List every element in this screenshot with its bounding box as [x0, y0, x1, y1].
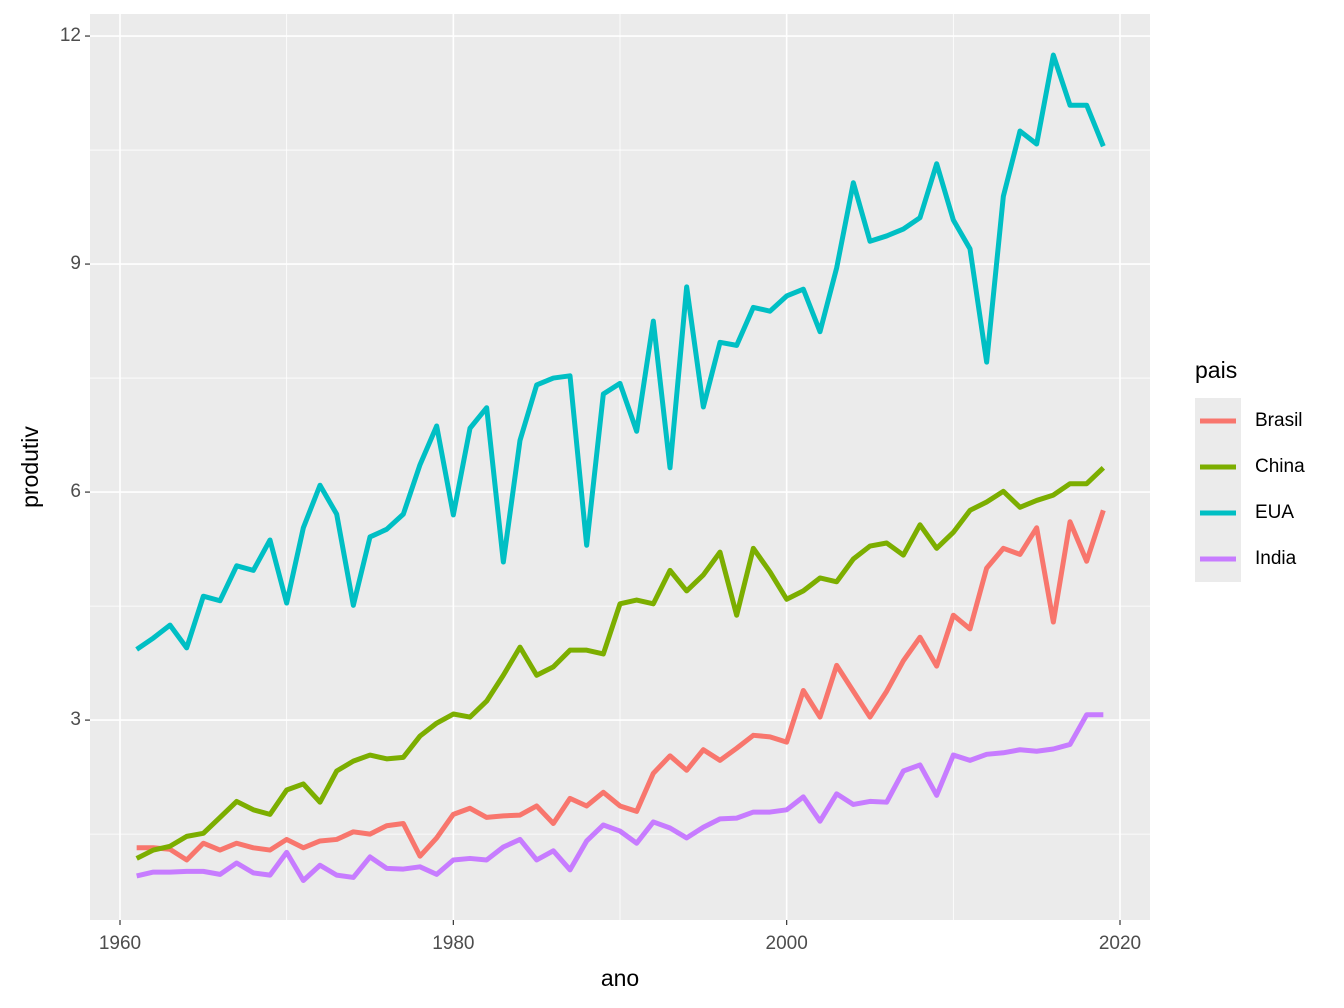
x-axis-title: ano — [601, 965, 639, 991]
line — [136, 509, 1106, 863]
legend-label: India — [1255, 548, 1297, 569]
x-tick-label: 2000 — [766, 933, 808, 954]
legend-label: Brasil — [1255, 410, 1303, 431]
legend-label: China — [1255, 456, 1305, 477]
x-tick-label: 2020 — [1099, 933, 1141, 954]
y-tick-label: 3 — [70, 709, 81, 730]
line — [135, 465, 1106, 861]
y-tick-label: 6 — [70, 481, 81, 502]
legend-title: pais — [1195, 357, 1237, 383]
y-axis-title: produtiv — [17, 426, 43, 508]
y-tick-label: 12 — [60, 25, 81, 46]
x-tick-label: 1980 — [432, 933, 474, 954]
x-tick-label: 1960 — [99, 933, 141, 954]
y-tick-label: 9 — [70, 253, 81, 274]
line — [135, 52, 1106, 652]
legend-label: EUA — [1255, 502, 1294, 523]
line — [136, 712, 1104, 883]
